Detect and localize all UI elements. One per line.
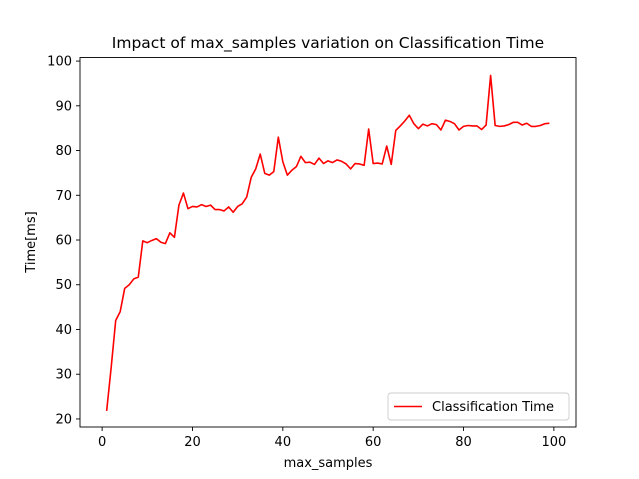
y-tick-label: 20 bbox=[55, 412, 72, 427]
y-tick-label: 50 bbox=[55, 278, 72, 293]
y-axis-label: Time[ms] bbox=[24, 211, 39, 273]
legend-label: Classification Time bbox=[432, 400, 554, 415]
y-tick-label: 100 bbox=[47, 55, 72, 70]
y-tick-label: 90 bbox=[55, 99, 72, 114]
y-axis-ticks: 20 30 40 50 60 70 80 90 100 bbox=[47, 55, 80, 427]
x-tick-label: 40 bbox=[275, 435, 292, 450]
x-tick-label: 20 bbox=[184, 435, 201, 450]
y-tick-label: 60 bbox=[55, 234, 72, 249]
x-axis-ticks: 0 20 40 60 80 100 bbox=[98, 427, 566, 450]
y-tick-label: 40 bbox=[55, 323, 72, 338]
legend: Classification Time bbox=[387, 392, 570, 421]
y-tick-label: 80 bbox=[55, 144, 72, 159]
y-tick-label: 30 bbox=[55, 368, 72, 383]
y-tick-label: 70 bbox=[55, 189, 72, 204]
plot-area-frame bbox=[79, 57, 577, 428]
series-line-classification-time bbox=[105, 74, 550, 411]
x-tick-label: 80 bbox=[455, 435, 472, 450]
x-axis-label: max_samples bbox=[284, 456, 373, 471]
x-tick-label: 60 bbox=[365, 435, 382, 450]
x-tick-label: 0 bbox=[98, 435, 106, 450]
x-tick-label: 100 bbox=[541, 435, 566, 450]
chart-title: Impact of max_samples variation on Class… bbox=[112, 34, 544, 53]
legend-box bbox=[387, 392, 570, 421]
